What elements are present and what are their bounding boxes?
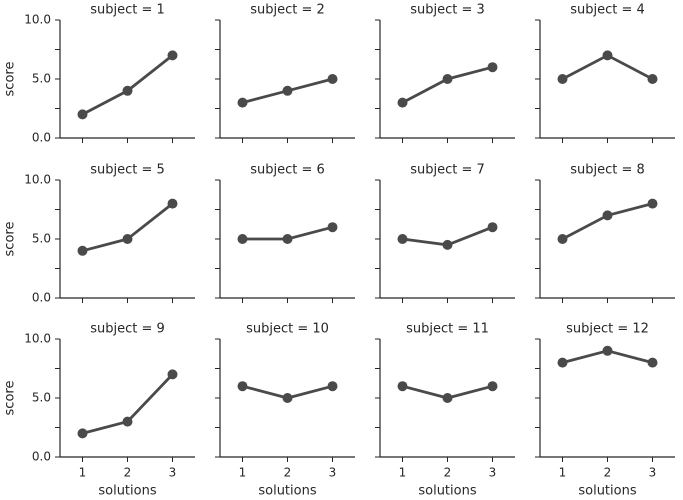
point (602, 345, 613, 356)
x-tick-label: 1 (239, 466, 247, 480)
x-tick-label: 1 (399, 466, 407, 480)
panel-title: subject = 5 (90, 163, 165, 178)
x-axis-label: solutions (578, 484, 636, 499)
point (397, 234, 408, 244)
panel-title: subject = 1 (90, 3, 165, 18)
x-tick-label: 3 (489, 466, 497, 480)
x-tick-label: 2 (444, 466, 452, 480)
x-tick-label: 3 (649, 466, 657, 480)
point (77, 245, 88, 256)
point (647, 74, 658, 84)
point (77, 428, 88, 439)
x-tick-label: 3 (169, 466, 177, 480)
y-tick-label: 0.0 (32, 291, 51, 305)
point (442, 393, 453, 403)
y-tick-label: 10.0 (24, 173, 51, 187)
panel-title: subject = 9 (90, 322, 165, 337)
panel-title: subject = 8 (570, 163, 645, 178)
point (122, 234, 133, 244)
x-tick-label: 2 (124, 466, 132, 480)
point (167, 50, 178, 61)
point (397, 381, 408, 392)
x-axis-label: solutions (418, 484, 476, 499)
point (237, 381, 248, 392)
panel-title: subject = 11 (406, 322, 489, 337)
point (167, 369, 178, 380)
point (237, 234, 248, 244)
point (327, 381, 338, 392)
point (167, 198, 178, 209)
point (647, 198, 658, 209)
point (442, 74, 453, 84)
series-line (81, 54, 174, 116)
y-tick-label: 0.0 (32, 450, 51, 464)
x-axis-label: solutions (98, 484, 156, 499)
y-tick-label: 5.0 (32, 232, 51, 246)
point (647, 357, 658, 368)
y-tick-label: 0.0 (32, 131, 51, 145)
point (237, 97, 248, 108)
point (602, 210, 613, 221)
panel-title: subject = 6 (250, 163, 325, 178)
panel-title: subject = 10 (246, 322, 329, 337)
y-axis-label: score (3, 222, 18, 257)
x-tick-label: 3 (329, 466, 337, 480)
point (397, 97, 408, 108)
point (487, 62, 498, 73)
point (557, 74, 568, 84)
point (282, 234, 293, 244)
y-tick-label: 5.0 (32, 391, 51, 405)
series-line (561, 202, 653, 241)
y-axis-label: score (3, 381, 18, 416)
y-tick-label: 5.0 (32, 72, 51, 86)
point (557, 234, 568, 244)
panel-title: subject = 2 (250, 3, 325, 18)
panel-title: subject = 12 (566, 322, 649, 337)
series-line (401, 65, 493, 104)
x-tick-label: 1 (79, 466, 87, 480)
point (557, 357, 568, 368)
point (77, 109, 88, 120)
y-axis-label: score (3, 62, 18, 97)
point (282, 85, 293, 96)
point (487, 381, 498, 392)
point (487, 222, 498, 233)
y-tick-label: 10.0 (24, 13, 51, 27)
point (602, 50, 613, 61)
point (442, 239, 453, 250)
point (327, 74, 338, 84)
x-tick-label: 1 (559, 466, 567, 480)
x-axis-label: solutions (258, 484, 316, 499)
point (122, 416, 133, 427)
panel-title: subject = 4 (570, 3, 645, 18)
point (282, 393, 293, 403)
point (122, 85, 133, 96)
point (327, 222, 338, 233)
panel-title: subject = 3 (410, 3, 485, 18)
y-tick-label: 10.0 (24, 332, 51, 346)
panel-title: subject = 7 (410, 163, 485, 178)
x-tick-label: 2 (284, 466, 292, 480)
x-tick-label: 2 (604, 466, 612, 480)
